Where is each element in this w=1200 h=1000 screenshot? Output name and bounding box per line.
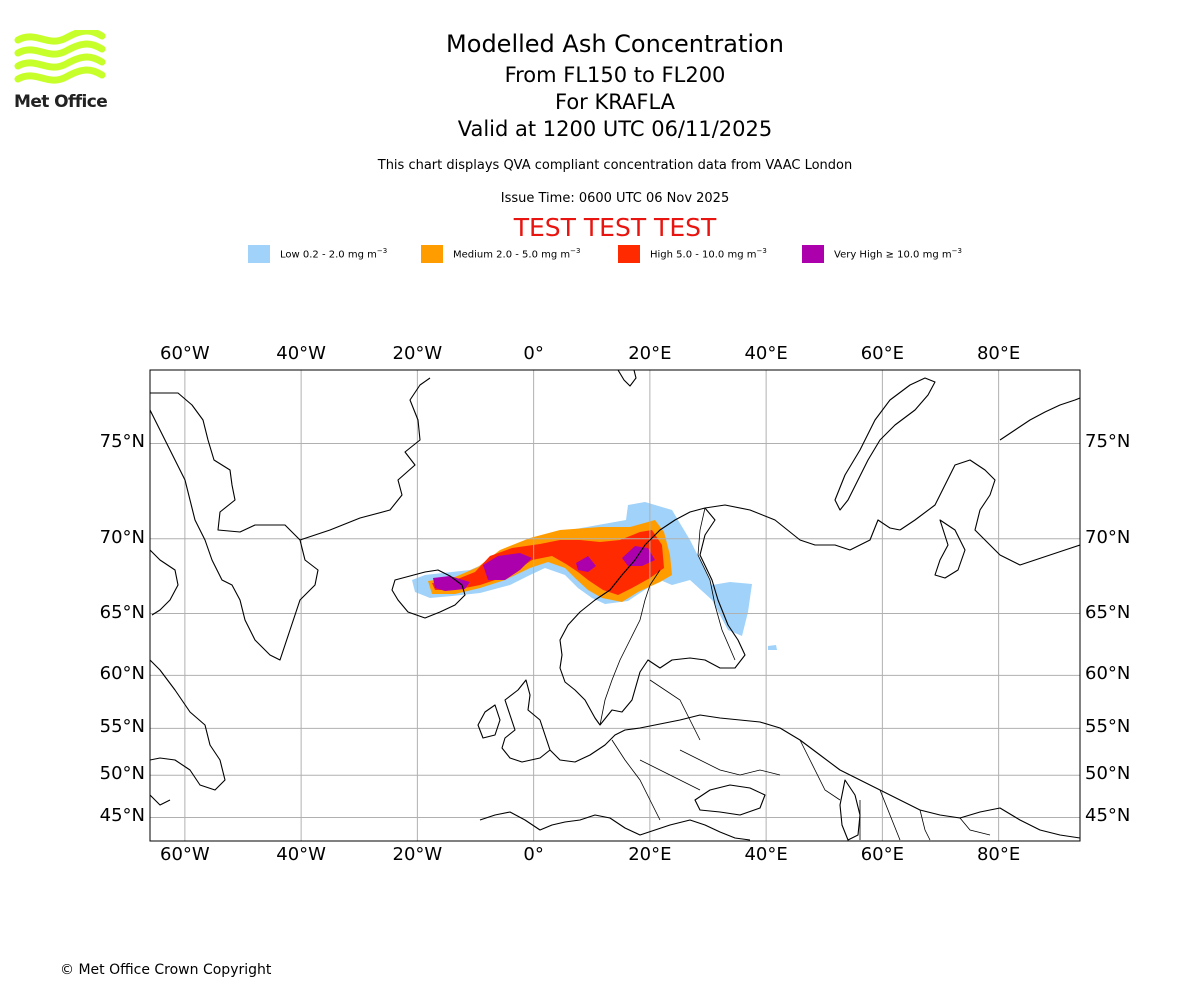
lat-label-left: 45°N (99, 805, 145, 827)
lon-label-bottom: 20°W (392, 844, 443, 865)
lat-label-left: 60°N (99, 663, 145, 685)
logo-wave-0 (14, 30, 106, 45)
ash-area-very-high-central (483, 553, 532, 580)
coastline-scandinavia (559, 507, 746, 726)
ash-plume (412, 502, 777, 650)
lat-label-left: 65°N (99, 601, 145, 623)
lon-label-top: 40°E (744, 343, 788, 364)
border-finland-russia (697, 507, 736, 661)
country-borders (599, 507, 991, 841)
lat-label-right: 70°N (1085, 526, 1131, 548)
legend-item-low: Low 0.2 - 2.0 mg m−3 (248, 244, 387, 264)
logo-wave-2 (14, 53, 106, 71)
copyright: © Met Office Crown Copyright (60, 962, 272, 978)
coastline-mediterranean (479, 811, 751, 841)
volcano-subtitle: For KRAFLA (555, 90, 675, 114)
lat-label-right: 60°N (1085, 663, 1131, 685)
lon-label-bottom: 60°W (160, 844, 210, 865)
border-russia-east (799, 739, 991, 841)
lon-label-bottom: 20°E (628, 844, 672, 865)
lon-label-top: 60°E (860, 343, 905, 364)
lon-label-bottom: 40°W (276, 844, 326, 865)
issue-time: Issue Time: 0600 UTC 06 Nov 2025 (500, 191, 730, 206)
ash-area-low-fleck (768, 645, 777, 650)
ash-area-very-high-west (433, 576, 470, 591)
lat-label-right: 65°N (1085, 601, 1131, 623)
lat-label-right: 55°N (1085, 716, 1131, 738)
graticule (150, 370, 1080, 841)
legend-label-very-high: Very High ≥ 10.0 mg m−3 (834, 247, 962, 261)
legend-label-medium: Medium 2.0 - 5.0 mg m−3 (453, 247, 581, 261)
lat-label-right: 75°N (1085, 431, 1131, 453)
lat-label-right: 50°N (1085, 763, 1131, 785)
lon-label-top: 20°W (392, 343, 443, 364)
coastline-greenland-east (299, 377, 431, 541)
border-norway-sweden (599, 569, 661, 726)
legend-swatch-low (248, 245, 270, 263)
legend-swatch-high (618, 245, 640, 263)
map-frame (149, 369, 1081, 842)
coastline-siberia (899, 397, 1080, 566)
logo-text: Met Office (14, 92, 108, 112)
flight-level-subtitle: From FL150 to FL200 (504, 63, 726, 87)
lat-label-left: 55°N (99, 716, 145, 738)
lat-label-left: 50°N (99, 763, 145, 785)
coastline-europe (549, 714, 1080, 839)
coastlines (150, 370, 1080, 841)
lon-label-bottom: 40°E (744, 844, 788, 865)
coastline-iceland (391, 569, 466, 619)
legend-swatch-very-high (802, 245, 824, 263)
coastline-canada (150, 549, 226, 806)
lon-label-top: 80°E (976, 343, 1021, 364)
lon-label-bottom: 0° (523, 844, 544, 865)
ash-area-very-high-east (576, 546, 655, 572)
test-banner: TEST TEST TEST (513, 213, 717, 242)
lon-label-top: 40°W (276, 343, 326, 364)
legend-label-high: High 5.0 - 10.0 mg m−3 (650, 247, 767, 261)
logo-wave-3 (14, 66, 106, 84)
lon-label-top: 20°E (628, 343, 672, 364)
lon-label-top: 0° (523, 343, 544, 364)
logo-wave-1 (14, 40, 106, 58)
legend-item-high: High 5.0 - 10.0 mg m−3 (618, 244, 767, 264)
coastline-novaya-zemlya (834, 377, 936, 511)
border-baltic (611, 679, 781, 821)
chart-description: This chart displays QVA compliant concen… (377, 158, 853, 173)
lat-label-left: 75°N (99, 431, 145, 453)
lat-label-right: 45°N (1085, 805, 1131, 827)
lon-label-top: 60°W (160, 343, 210, 364)
lon-label-bottom: 80°E (976, 844, 1021, 865)
valid-time-subtitle: Valid at 1200 UTC 06/11/2025 (457, 117, 773, 141)
coastline-black-sea (694, 784, 766, 816)
coastline-caspian (839, 779, 861, 841)
legend-item-medium: Medium 2.0 - 5.0 mg m−3 (421, 244, 580, 264)
coastline-yamal (934, 519, 966, 579)
legend-swatch-medium (421, 245, 443, 263)
legend-label-low: Low 0.2 - 2.0 mg m−3 (280, 247, 388, 261)
coastline-svalbard (617, 370, 637, 387)
coastline-kola (704, 504, 901, 551)
lat-label-left: 70°N (99, 526, 145, 548)
coastline-british-isles (477, 679, 551, 763)
legend-item-very-high: Very High ≥ 10.0 mg m−3 (802, 244, 962, 264)
lon-label-bottom: 60°E (860, 844, 905, 865)
met-office-logo (14, 30, 106, 84)
coastline-greenland (150, 392, 319, 661)
chart-title: Modelled Ash Concentration (446, 30, 784, 58)
